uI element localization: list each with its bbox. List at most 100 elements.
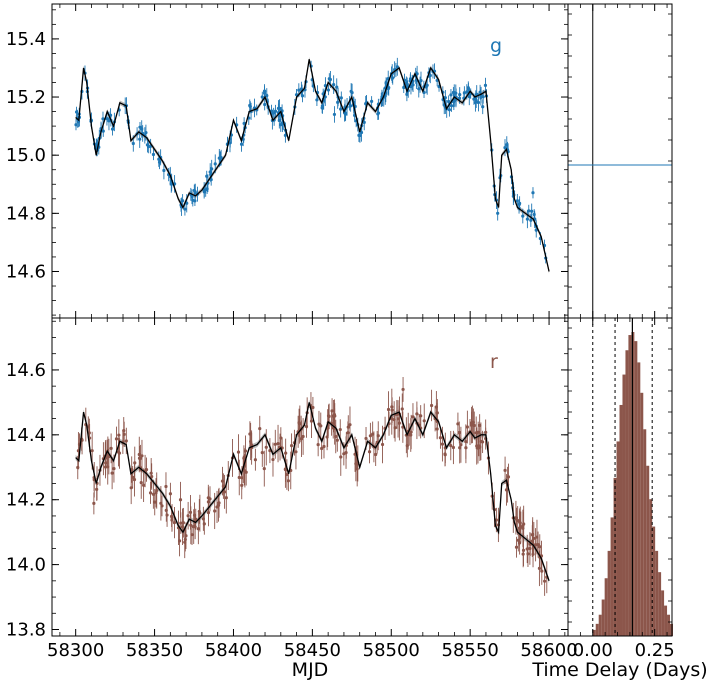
- r-data-point: [316, 432, 320, 457]
- histogram-bar: [607, 550, 611, 636]
- r-data-point: [332, 399, 337, 430]
- r-data-point: [443, 443, 447, 466]
- mjd-tick-label: 58550: [442, 640, 499, 661]
- g-model-band: [75, 56, 550, 274]
- g-data-point: [191, 194, 195, 207]
- g-time-delay-panel: [567, 3, 673, 319]
- time-delay-reference-lines: [592, 318, 653, 636]
- g-data-point: [530, 203, 534, 219]
- r-data-point: [438, 426, 443, 449]
- g-band-lightcurve-panel: 14.6 14.8 15.0 15.2 15.4 g: [6, 3, 569, 319]
- r-delay-axis-ticks: [568, 318, 672, 636]
- g-data-point: [279, 117, 283, 132]
- g-y-tick-label: 15.0: [6, 145, 46, 166]
- r-data-point: [299, 420, 304, 457]
- r-data-point: [237, 459, 241, 496]
- g-data-point: [263, 98, 267, 111]
- g-data-point: [529, 213, 533, 227]
- r-data-point: [401, 376, 405, 402]
- g-time-delay-marks: [568, 4, 672, 318]
- r-data-point: [475, 427, 479, 465]
- histogram-bar: [613, 477, 617, 636]
- r-y-tick-label: 14.0: [6, 555, 46, 576]
- g-data-point: [479, 89, 483, 106]
- g-data-point: [503, 139, 507, 157]
- r-observations: [76, 376, 549, 596]
- g-y-tick-labels: 14.6 14.8 15.0 15.2 15.4: [6, 29, 46, 283]
- histogram-bar: [667, 614, 671, 636]
- histogram-bar: [634, 341, 638, 636]
- r-data-point: [367, 440, 372, 464]
- r-time-delay-panel: 0.00 0.25 Time Delay (Days): [531, 317, 708, 681]
- r-data-point: [142, 468, 146, 502]
- time-delay-histogram: [592, 332, 673, 636]
- g-data-point: [185, 194, 189, 213]
- histogram-bar: [601, 599, 605, 636]
- histogram-bar: [643, 429, 647, 636]
- r-data-point: [301, 418, 305, 455]
- g-data-point: [462, 86, 466, 100]
- mjd-tick-label: 58450: [284, 640, 341, 661]
- r-y-tick-label: 14.6: [6, 360, 46, 381]
- g-data-point: [405, 77, 409, 92]
- histogram-bar: [610, 517, 614, 636]
- r-data-point: [138, 444, 143, 472]
- g-data-point: [192, 184, 196, 197]
- g-data-point: [467, 88, 471, 106]
- r-data-point: [160, 495, 164, 517]
- g-data-point: [532, 209, 536, 220]
- r-data-point: [411, 403, 415, 431]
- r-y-tick-label: 14.4: [6, 425, 46, 446]
- g-data-point: [252, 98, 257, 118]
- histogram-bar: [598, 614, 602, 636]
- r-data-point: [140, 439, 144, 472]
- time-delay-axis-title: Time Delay (Days): [531, 659, 707, 681]
- r-data-point: [518, 531, 522, 555]
- r-data-point: [110, 457, 114, 490]
- r-data-point: [532, 522, 536, 555]
- g-data-point: [183, 202, 187, 216]
- r-data-point: [449, 430, 453, 461]
- r-data-point: [456, 412, 460, 436]
- g-data-point: [205, 170, 209, 182]
- r-data-point: [409, 418, 413, 452]
- r-data-point: [132, 462, 137, 497]
- g-observations: [74, 57, 548, 264]
- r-data-point: [154, 478, 158, 508]
- histogram-bar: [640, 392, 644, 636]
- r-data-point: [338, 419, 342, 440]
- r-data-point: [264, 429, 268, 466]
- g-band-label: g: [490, 35, 502, 57]
- histogram-bar: [592, 629, 596, 636]
- r-data-point: [258, 415, 262, 442]
- r-data-point: [346, 415, 350, 440]
- mjd-tick-label: 58350: [126, 640, 183, 661]
- r-data-point: [262, 450, 266, 487]
- mjd-tick-label: 58500: [363, 640, 420, 661]
- g-data-point: [332, 106, 337, 123]
- histogram-bar: [625, 350, 629, 636]
- g-data-point: [151, 148, 156, 161]
- r-y-tick-label: 13.8: [6, 620, 46, 641]
- histogram-bar: [616, 441, 620, 636]
- g-y-tick-label: 15.4: [6, 29, 46, 50]
- r-data-point: [503, 456, 507, 485]
- histogram-bar: [595, 623, 599, 636]
- g-data-point: [481, 99, 485, 115]
- mjd-tick-labels: 58300 58350 58400 58450 58500 58550 58600: [47, 640, 578, 661]
- r-data-point: [371, 421, 375, 447]
- r-data-point: [533, 528, 538, 562]
- r-data-point: [253, 448, 257, 471]
- r-data-point: [334, 419, 338, 454]
- r-data-point: [285, 459, 289, 490]
- r-data-point: [243, 454, 247, 488]
- g-data-point: [339, 91, 343, 105]
- g-y-tick-label: 14.6: [6, 261, 46, 282]
- g-data-point: [451, 87, 456, 98]
- r-data-point: [240, 471, 244, 500]
- r-data-point: [273, 429, 277, 459]
- g-data-point: [320, 102, 324, 114]
- histogram-bar: [658, 572, 662, 636]
- r-data-point: [514, 536, 519, 558]
- g-y-tick-label: 14.8: [6, 203, 46, 224]
